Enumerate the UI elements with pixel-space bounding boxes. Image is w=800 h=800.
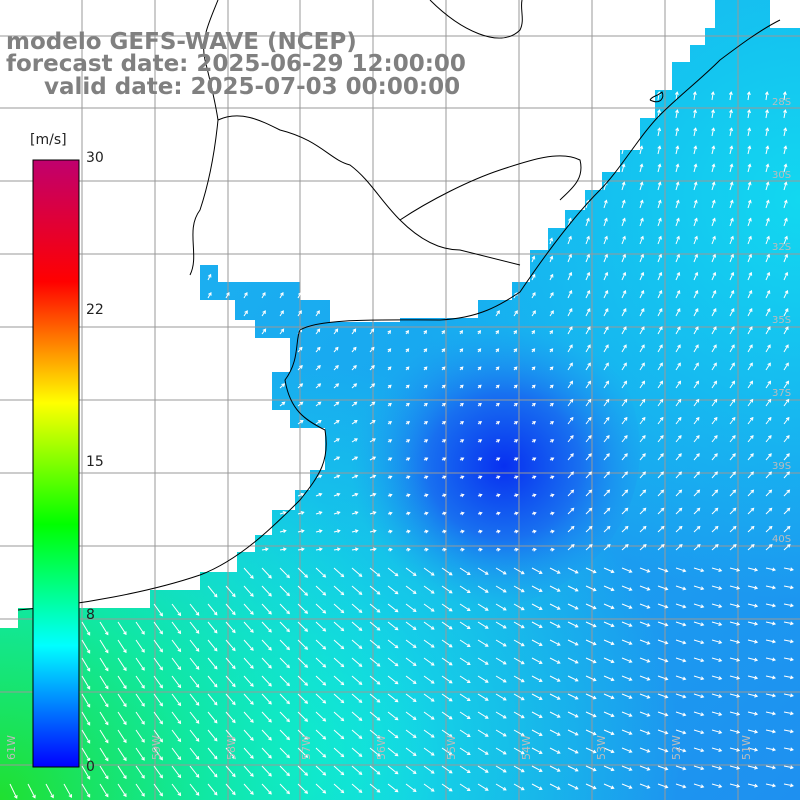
coastline <box>17 0 781 611</box>
lat-label: 40S <box>772 534 791 545</box>
lon-label: 57W <box>300 735 313 760</box>
colorbar-tick-15: 15 <box>86 454 104 470</box>
colorbar <box>32 159 80 768</box>
colorbar-tick-22: 22 <box>86 302 104 318</box>
lon-label: 52W <box>670 735 683 760</box>
lat-label: 39S <box>772 461 791 472</box>
lon-label: 59W <box>150 735 163 760</box>
lat-label: 35S <box>772 315 791 326</box>
wind-vectors <box>9 91 794 799</box>
lat-label: 32S <box>772 242 791 253</box>
lat-label: 37S <box>772 388 791 399</box>
valid-date: valid date: 2025-07-03 00:00:00 <box>44 74 461 100</box>
colorbar-tick-30: 30 <box>86 150 104 166</box>
latitude-labels: 28S 30S 32S 35S 37S 39S 40S <box>772 97 791 545</box>
lat-label: 30S <box>772 170 791 181</box>
colorbar-unit: [m/s] <box>30 132 67 148</box>
colorbar-ramp <box>32 159 80 768</box>
model-title: modelo GEFS-WAVE (NCEP) <box>6 29 357 55</box>
forecast-date: forecast date: 2025-06-29 12:00:00 <box>6 51 466 77</box>
lat-label: 28S <box>772 97 791 108</box>
lon-label: 61W <box>5 735 18 760</box>
colorbar-tick-8: 8 <box>86 607 95 623</box>
lon-label: 58W <box>225 735 238 760</box>
colorbar-tick-0: 0 <box>86 759 95 775</box>
lon-label: 56W <box>375 735 388 760</box>
lon-label: 51W <box>740 735 753 760</box>
longitude-labels: 61W 59W 58W 57W 56W 55W 54W 53W 52W 51W <box>5 735 753 760</box>
lon-label: 55W <box>445 735 458 760</box>
lon-label: 54W <box>520 735 533 760</box>
lon-label: 53W <box>595 735 608 760</box>
land-mask <box>0 0 800 628</box>
